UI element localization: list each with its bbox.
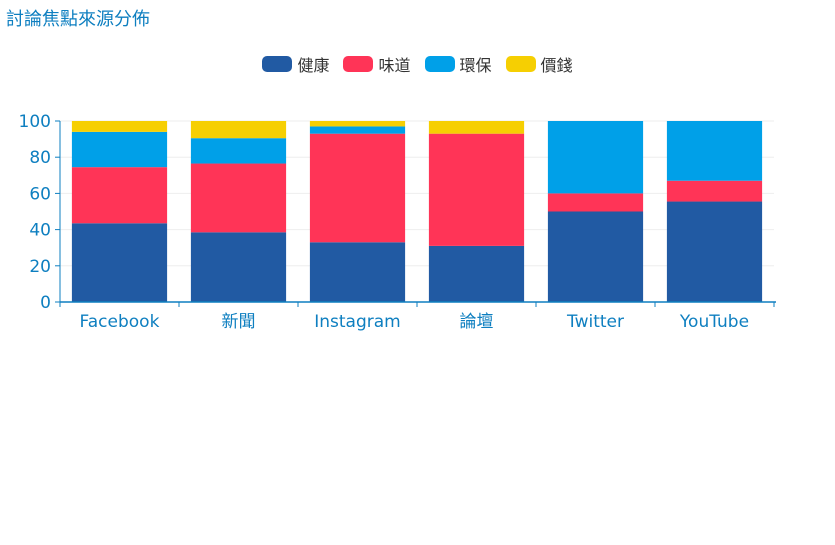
x-tick-label: Facebook — [80, 312, 160, 332]
y-tick-label: 100 — [19, 112, 51, 132]
bar-segment — [428, 121, 525, 134]
bar-segment — [547, 193, 644, 212]
legend-item-taste[interactable]: 味道 — [343, 52, 411, 76]
legend-item-environment[interactable]: 環保 — [424, 52, 492, 76]
bar-segment — [71, 167, 168, 224]
bar-segment — [190, 163, 287, 233]
legend: 健康 味道 環保 價錢 — [0, 52, 835, 76]
bar-segment — [428, 245, 525, 302]
bar-segment — [71, 131, 168, 168]
y-tick-label: 60 — [29, 184, 51, 204]
x-tick-label: 論壇 — [460, 312, 494, 332]
bar-segment — [428, 133, 525, 246]
bar-segment — [309, 133, 406, 243]
legend-label-health: 健康 — [297, 56, 330, 75]
bar-segment — [309, 242, 406, 302]
y-tick-label: 80 — [29, 148, 51, 168]
bar-segment — [666, 201, 763, 302]
legend-label-environment: 環保 — [459, 56, 492, 75]
legend-swatch-health — [262, 56, 293, 72]
bar-segment — [190, 121, 287, 139]
legend-label-taste: 味道 — [378, 56, 411, 75]
bar-segment — [547, 211, 644, 302]
bar-segment — [71, 121, 168, 132]
x-tick-label: 新聞 — [222, 312, 256, 332]
bar-segment — [547, 121, 644, 194]
legend-swatch-price — [505, 56, 536, 72]
x-tick-label: YouTube — [679, 312, 749, 332]
bar-segment — [309, 126, 406, 134]
bar-segment — [666, 121, 763, 181]
legend-swatch-taste — [343, 56, 374, 72]
legend-label-price: 價錢 — [540, 56, 573, 75]
y-tick-label: 20 — [29, 257, 51, 277]
y-tick-label: 0 — [40, 293, 51, 313]
bar-segment — [190, 232, 287, 302]
legend-swatch-environment — [424, 56, 455, 72]
chart-title: 討論焦點來源分佈 — [6, 9, 150, 30]
x-tick-label: Instagram — [314, 312, 401, 332]
bar-segment — [190, 138, 287, 164]
legend-item-health[interactable]: 健康 — [262, 52, 329, 76]
bar-segment — [666, 180, 763, 202]
bar-segment — [309, 121, 406, 127]
y-tick-label: 40 — [29, 221, 51, 241]
legend-item-price[interactable]: 價錢 — [505, 52, 573, 76]
bar-segment — [71, 223, 168, 302]
x-tick-label: Twitter — [566, 312, 624, 332]
